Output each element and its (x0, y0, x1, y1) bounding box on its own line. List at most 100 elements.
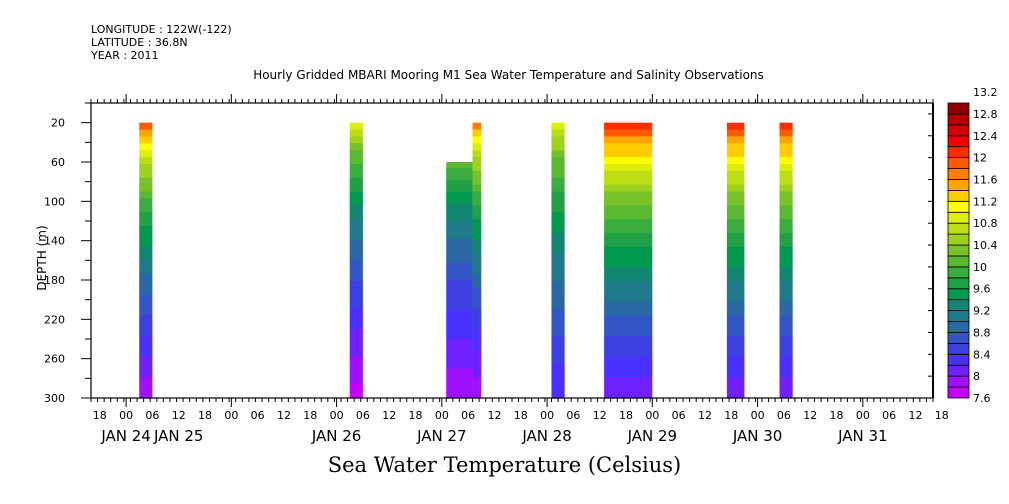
colorbar-swatch (947, 353, 970, 366)
x-hour-tick-label: 00 (224, 409, 238, 422)
temperature-cell (726, 225, 745, 234)
temperature-cell (349, 294, 363, 303)
temperature-cell (604, 150, 653, 158)
colorbar-label: 9.2 (973, 305, 991, 318)
x-hour-tick-label: 00 (751, 409, 765, 422)
temperature-cell (779, 315, 793, 323)
temperature-cell (139, 191, 153, 199)
temperature-cell (779, 163, 793, 172)
temperature-cell (726, 122, 745, 131)
temperature-cell (726, 205, 745, 213)
temperature-cell (726, 322, 745, 330)
colorbar-swatch (947, 233, 970, 246)
temperature-cell (139, 322, 153, 330)
x-day-label: JAN 25 (153, 427, 204, 445)
temperature-cell (779, 287, 793, 296)
temperature-cell (726, 267, 745, 275)
temperature-cell (472, 384, 482, 392)
x-hour-tick-label: 12 (277, 409, 291, 422)
temperature-cell (472, 349, 482, 358)
temperature-cell (726, 143, 745, 151)
temperature-cell (726, 260, 745, 268)
temperature-cell (551, 219, 565, 227)
x-hour-tick-label: 00 (540, 409, 554, 422)
temperature-cell (446, 321, 473, 328)
colorbar: 7.6 8 8.4 8.8 9.2 9.6 10 10.4 10.8 11.2 11.6 12 12.4… (928, 86, 998, 405)
temperature-cell (349, 384, 363, 392)
temperature-cell (349, 163, 363, 172)
temperature-cell (551, 322, 565, 330)
temperature-cell (604, 391, 653, 399)
temperature-cell (551, 267, 565, 275)
temperature-cell (139, 377, 153, 385)
temperature-cell (551, 184, 565, 193)
temperature-cell (779, 157, 793, 165)
temperature-cell (604, 157, 653, 165)
temperature-cell (472, 191, 482, 199)
temperature-cell (726, 370, 745, 378)
temperature-cell (349, 219, 363, 227)
observation-block (349, 122, 363, 399)
temperature-cell (139, 329, 153, 337)
temperature-cell (349, 356, 363, 365)
temperature-cell (446, 315, 473, 322)
temperature-cell (779, 246, 793, 255)
temperature-cell (349, 225, 363, 234)
temperature-cell (604, 253, 653, 261)
temperature-cell (726, 157, 745, 165)
y-tick-label: 300 (44, 392, 65, 405)
temperature-cell (139, 246, 153, 255)
temperature-cell (446, 179, 473, 187)
colorbar-label: 12.4 (973, 130, 998, 143)
temperature-cell (472, 246, 482, 255)
y-tick-label: 220 (44, 313, 65, 326)
observation-block (472, 122, 482, 399)
temperature-cell (604, 260, 653, 268)
temperature-cell (726, 308, 745, 316)
temperature-cell (604, 163, 653, 172)
variable-label: Sea Water Temperature (Celsius) (327, 453, 682, 477)
temperature-cell (472, 122, 482, 131)
temperature-cell (446, 215, 473, 222)
temperature-cell (779, 370, 793, 378)
temperature-cell (139, 301, 153, 310)
temperature-cell (551, 384, 565, 392)
temperature-cell (472, 370, 482, 378)
temperature-cell (349, 315, 363, 323)
temperature-cell (726, 329, 745, 337)
temperature-cell (779, 136, 793, 144)
temperature-cell (604, 170, 653, 179)
observation-block (139, 122, 153, 399)
temperature-cell (604, 363, 653, 372)
temperature-cell (472, 274, 482, 282)
temperature-cell (446, 185, 473, 193)
temperature-cell (139, 294, 153, 303)
temperature-cell (139, 274, 153, 282)
colorbar-swatch (947, 386, 970, 399)
temperature-cell (446, 191, 473, 198)
temperature-cell (604, 143, 653, 151)
temperature-cell (604, 212, 653, 220)
temperature-cell (139, 136, 153, 144)
temperature-cell (446, 327, 473, 334)
colorbar-swatch (947, 146, 970, 159)
temperature-cell (472, 315, 482, 323)
colorbar-swatch (947, 222, 970, 235)
temperature-cell (139, 143, 153, 151)
temperature-cell (446, 256, 473, 263)
temperature-cell (139, 170, 153, 179)
temperature-cell (349, 342, 363, 351)
temperature-cell (726, 136, 745, 144)
x-hour-tick-label: 18 (198, 409, 212, 422)
x-day-label: JAN 24 (100, 427, 151, 445)
temperature-cell (349, 377, 363, 385)
temperature-cell (551, 342, 565, 351)
colorbar-swatch (947, 135, 970, 148)
temperature-cell (551, 370, 565, 378)
temperature-cell (779, 239, 793, 248)
temperature-cell (472, 391, 482, 399)
x-hour-tick-label: 18 (93, 409, 107, 422)
temperature-cell (551, 163, 565, 172)
temperature-cell (604, 239, 653, 248)
temperature-cell (604, 191, 653, 199)
